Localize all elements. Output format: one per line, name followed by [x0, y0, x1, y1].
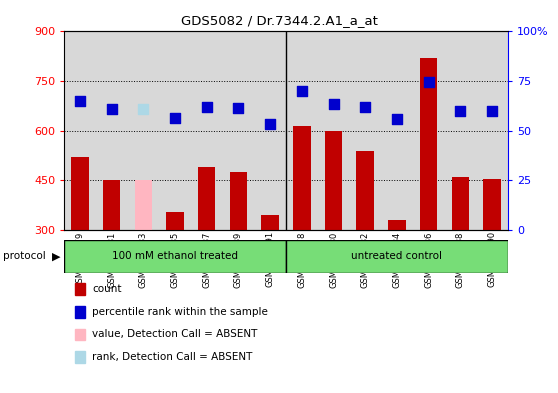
Bar [64, 240, 286, 273]
Bar [483, 179, 501, 230]
Point [266, 121, 275, 127]
Text: protocol: protocol [3, 252, 46, 261]
Text: rank, Detection Call = ABSENT: rank, Detection Call = ABSENT [92, 352, 252, 362]
Bar [166, 212, 184, 230]
Point [107, 106, 116, 112]
Text: percentile rank within the sample: percentile rank within the sample [92, 307, 268, 317]
Text: count: count [92, 284, 122, 294]
Point [75, 98, 84, 104]
Text: untreated control: untreated control [352, 252, 442, 261]
Bar [261, 215, 279, 230]
Text: GDS5082 / Dr.7344.2.A1_a_at: GDS5082 / Dr.7344.2.A1_a_at [181, 14, 377, 27]
Bar [286, 240, 508, 273]
Bar [451, 177, 469, 230]
Point [203, 104, 211, 110]
Bar [103, 180, 121, 230]
Point [329, 101, 338, 107]
Text: ▶: ▶ [51, 252, 60, 261]
Bar [293, 126, 311, 230]
Point [488, 108, 497, 114]
Point [392, 116, 401, 122]
Bar [230, 172, 247, 230]
Text: 100 mM ethanol treated: 100 mM ethanol treated [112, 252, 238, 261]
Bar [325, 130, 342, 230]
Point [171, 115, 180, 121]
Text: value, Detection Call = ABSENT: value, Detection Call = ABSENT [92, 329, 257, 340]
Point [424, 79, 433, 85]
Bar [388, 220, 406, 230]
Point [456, 108, 465, 114]
Point [139, 106, 148, 112]
Bar [357, 151, 374, 230]
Bar [420, 58, 437, 230]
Point [234, 105, 243, 111]
Point [297, 88, 306, 94]
Point [360, 103, 369, 110]
Bar [134, 180, 152, 230]
Bar [71, 157, 89, 230]
Bar [198, 167, 215, 230]
